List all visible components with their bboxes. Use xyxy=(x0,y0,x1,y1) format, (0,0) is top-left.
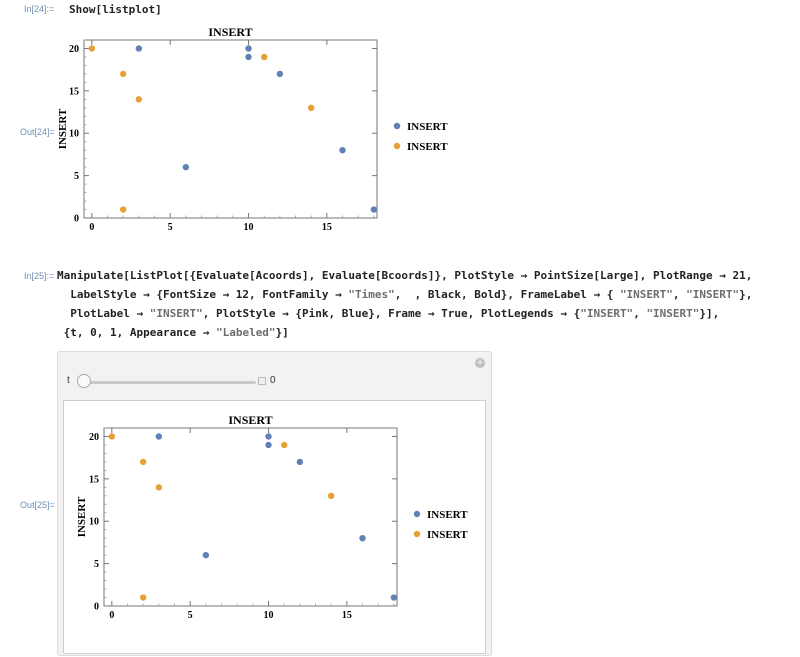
slider-value: 0 xyxy=(270,375,276,386)
y-tick-label: 10 xyxy=(89,517,99,528)
y-tick-label: 20 xyxy=(89,432,99,443)
x-tick-label: 15 xyxy=(322,222,332,233)
output-label-24: Out[24]= xyxy=(20,127,55,137)
data-point-series-2 xyxy=(88,45,96,52)
data-point-series-1 xyxy=(359,534,366,542)
input-label-24: In[24]:= xyxy=(24,4,55,14)
data-point-series-1 xyxy=(265,441,272,449)
y-tick-label: 10 xyxy=(69,129,79,140)
y-axis-label: INSERT xyxy=(57,108,69,149)
y-axis-label: INSERT xyxy=(76,496,88,537)
x-tick-label: 0 xyxy=(109,610,114,621)
x-tick-label: 10 xyxy=(244,222,254,233)
input-label-25: In[25]:= xyxy=(24,271,55,281)
data-point-series-2 xyxy=(119,206,127,213)
y-tick-label: 15 xyxy=(89,474,99,485)
legend-label-series-1: INSERT xyxy=(427,509,468,521)
legend-marker-series-2 xyxy=(413,530,421,538)
x-tick-label: 0 xyxy=(89,222,94,233)
legend-marker-series-1 xyxy=(413,510,421,518)
y-tick-label: 15 xyxy=(69,86,79,97)
data-point-series-2 xyxy=(307,104,315,112)
data-point-series-1 xyxy=(390,594,398,601)
legend-label-series-2: INSERT xyxy=(427,529,468,541)
data-point-series-1 xyxy=(135,45,143,52)
y-tick-label: 0 xyxy=(94,602,99,613)
legend-label-series-2: INSERT xyxy=(407,141,448,153)
y-tick-label: 5 xyxy=(94,559,99,570)
x-tick-label: 5 xyxy=(188,610,193,621)
data-point-series-2 xyxy=(260,53,268,61)
x-tick-label: 15 xyxy=(342,610,352,621)
legend-marker-series-1 xyxy=(393,122,401,130)
x-tick-label: 10 xyxy=(264,610,274,621)
x-tick-label: 5 xyxy=(168,222,173,233)
data-point-series-2 xyxy=(280,441,288,449)
data-point-series-2 xyxy=(327,492,335,500)
data-point-series-1 xyxy=(202,551,210,559)
data-point-series-1 xyxy=(339,146,346,154)
output-plot-24[interactable]: 0 5 10 15 0 5 10 15 20 INSERT INSERT INSERT INSERT xyxy=(0,0,800,240)
slider-label: t xyxy=(67,375,70,386)
plot-title: INSERT xyxy=(228,413,272,427)
data-point-series-2 xyxy=(108,433,116,440)
manipulate-plot[interactable]: 0 5 10 15 0 5 10 15 20 INSERT INSERT INSERT INSERT xyxy=(0,340,800,657)
slider-track[interactable] xyxy=(80,381,256,384)
slider-expand-button[interactable] xyxy=(258,377,266,385)
data-point-series-1 xyxy=(182,163,190,171)
input-cell-24[interactable]: Show[listplot] xyxy=(69,3,162,16)
manipulate-output-pane xyxy=(63,400,486,654)
data-point-series-1 xyxy=(245,45,252,52)
data-point-series-1 xyxy=(370,206,378,213)
legend-label-series-1: INSERT xyxy=(407,121,448,133)
y-tick-label: 20 xyxy=(69,44,79,55)
manipulate-options-button[interactable]: + xyxy=(475,358,485,368)
data-point-series-1 xyxy=(296,458,304,466)
output-label-25: Out[25]= xyxy=(20,500,55,510)
plot-frame xyxy=(103,427,398,607)
plot-title: INSERT xyxy=(208,25,252,39)
plot-frame xyxy=(83,39,378,219)
input-cell-25[interactable]: Manipulate[ListPlot[{Evaluate[Acoords], … xyxy=(57,269,753,339)
slider-thumb[interactable] xyxy=(77,374,91,388)
data-point-series-1 xyxy=(155,433,163,440)
data-point-series-1 xyxy=(245,53,252,61)
y-tick-label: 0 xyxy=(74,214,79,225)
data-point-series-2 xyxy=(119,70,127,78)
data-point-series-2 xyxy=(139,594,147,601)
y-tick-label: 5 xyxy=(74,171,79,182)
data-point-series-1 xyxy=(276,70,284,78)
data-point-series-1 xyxy=(265,433,272,440)
legend-marker-series-2 xyxy=(393,142,401,150)
data-point-series-2 xyxy=(139,458,147,466)
data-point-series-2 xyxy=(135,96,143,103)
data-point-series-2 xyxy=(155,484,163,491)
